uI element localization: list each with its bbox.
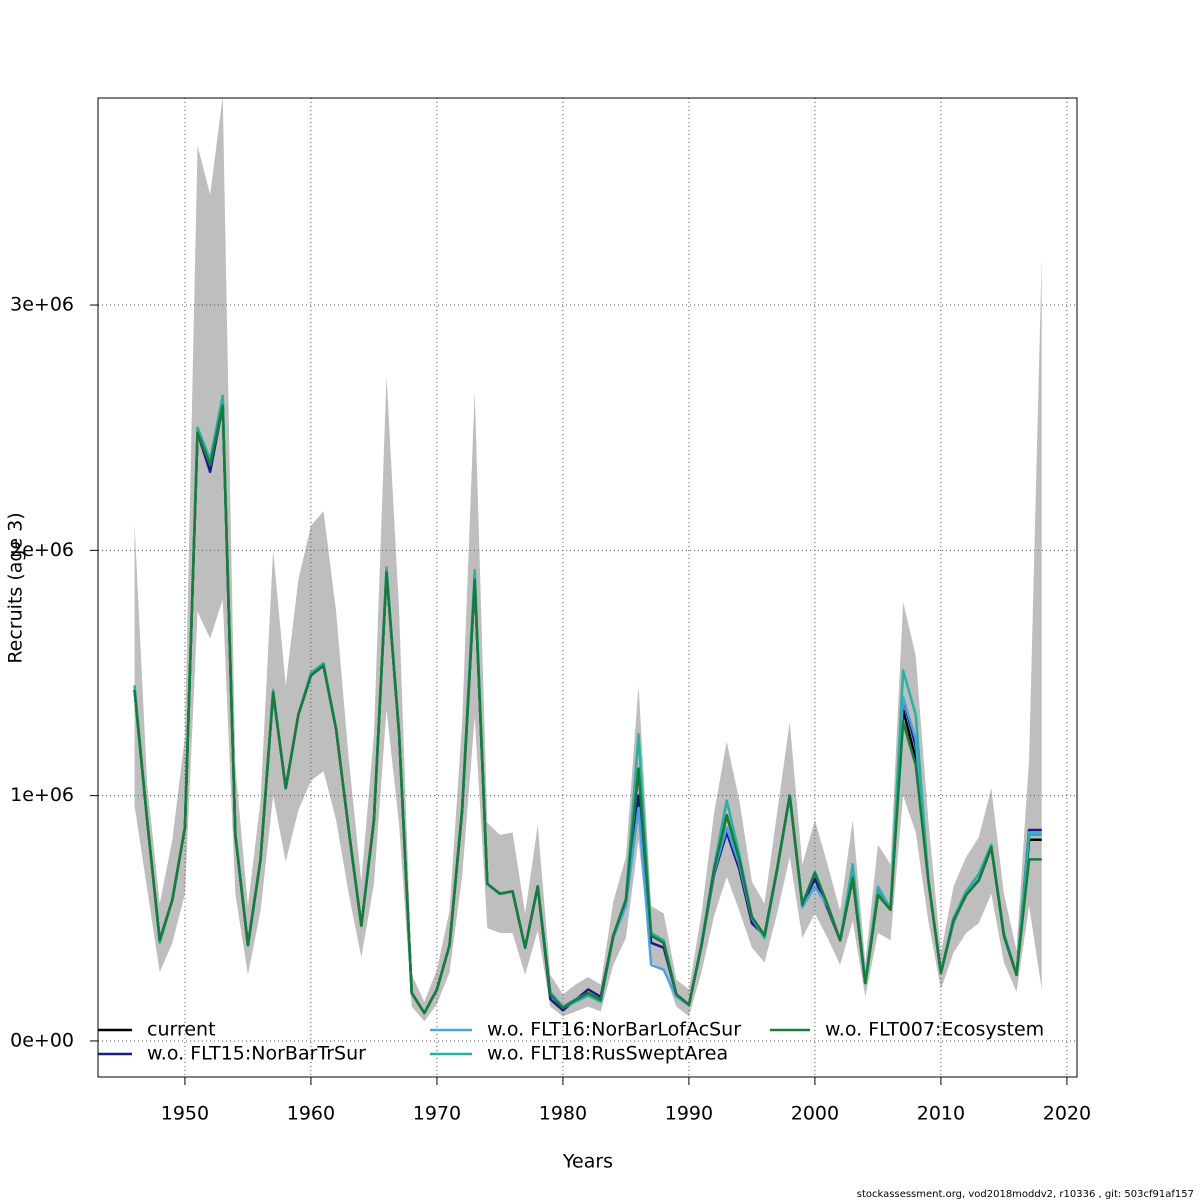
legend-label: current — [147, 1019, 216, 1041]
x-tick-label: 1950 — [161, 1103, 209, 1125]
legend-label: w.o. FLT007:Ecosystem — [825, 1019, 1044, 1041]
y-tick-label: 3e+06 — [10, 294, 74, 316]
footer: stockassessment.org, vod2018moddv2, r103… — [857, 1189, 1194, 1200]
x-axis-label: Years — [562, 1151, 613, 1173]
x-tick-label: 2010 — [917, 1103, 965, 1125]
confidence-band — [134, 96, 1042, 1022]
series-line — [133, 404, 1042, 1015]
legend-label: w.o. FLT16:NorBarLofAcSur — [487, 1019, 741, 1041]
legend-label: w.o. FLT15:NorBarTrSur — [147, 1043, 366, 1065]
x-tick-label: 2000 — [791, 1103, 839, 1125]
x-tick-label: 1960 — [287, 1103, 335, 1125]
x-tick-label: 1990 — [665, 1103, 713, 1125]
y-tick-label: 2e+06 — [10, 539, 74, 561]
x-tick-label: 2020 — [1043, 1103, 1091, 1125]
y-tick-label: 1e+06 — [10, 784, 74, 806]
plot-frame — [97, 97, 1078, 1078]
x-tick-label: 1970 — [413, 1103, 461, 1125]
x-tick-label: 1980 — [539, 1103, 587, 1125]
y-tick-label: 0e+00 — [10, 1029, 74, 1051]
y-axis-label: Recruits (age 3) — [5, 512, 27, 663]
legend-label: w.o. FLT18:RusSweptArea — [487, 1043, 728, 1065]
